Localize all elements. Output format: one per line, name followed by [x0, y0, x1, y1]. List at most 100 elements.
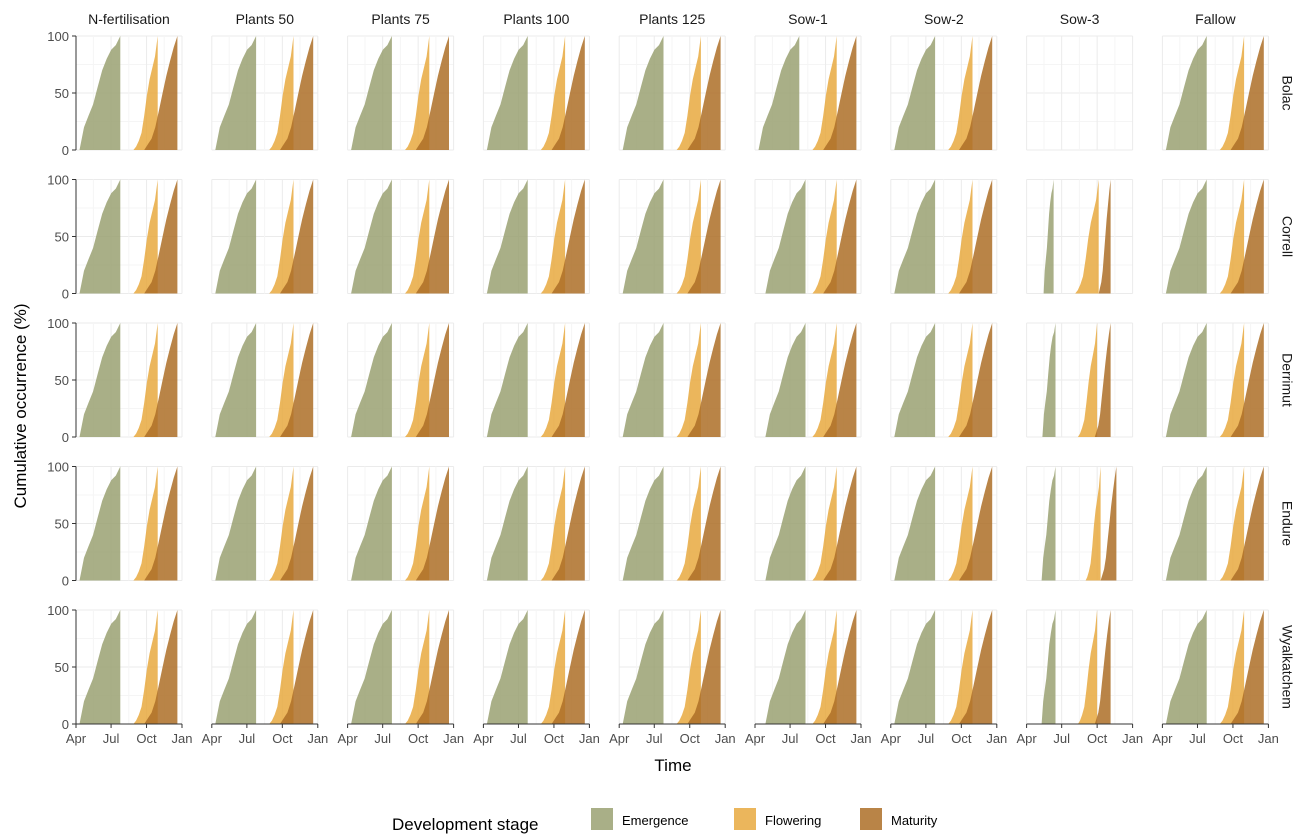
area-flowering [948, 36, 973, 150]
area-flowering [405, 610, 430, 724]
area-flowering [133, 179, 158, 294]
x-tick-label: Oct [136, 731, 157, 746]
y-tick-label: 50 [55, 230, 69, 245]
area-maturity [1230, 610, 1264, 724]
y-tick-label: 50 [55, 660, 69, 675]
area-flowering [405, 36, 430, 150]
area-emergence [79, 323, 121, 437]
area-flowering [812, 610, 837, 724]
area-emergence [1165, 36, 1207, 150]
area-maturity [280, 179, 314, 294]
column-strip-label: N-fertilisation [88, 11, 170, 27]
y-tick-label: 100 [47, 316, 69, 331]
x-tick-label: Oct [1087, 731, 1108, 746]
area-flowering [1075, 179, 1099, 294]
area-maturity [1230, 466, 1264, 581]
area-maturity [1230, 179, 1264, 294]
area-maturity [144, 323, 178, 437]
area-emergence [765, 323, 806, 437]
area-emergence [79, 179, 121, 294]
y-tick-label: 100 [47, 29, 69, 44]
legend-swatch-maturity [860, 808, 882, 830]
x-tick-label: Apr [745, 731, 766, 746]
area-maturity [144, 610, 178, 724]
x-tick-label: Oct [408, 731, 429, 746]
area-flowering [948, 610, 973, 724]
area-emergence [351, 610, 392, 724]
area-emergence [622, 179, 664, 294]
area-maturity [959, 323, 993, 437]
area-emergence [765, 610, 806, 724]
area-maturity [144, 36, 178, 150]
x-tick-label: Oct [544, 731, 565, 746]
panel-bolac-sow-1 [754, 35, 862, 151]
panel-wyalkatchem-n-fertilisation [75, 609, 183, 725]
column-strip-label: Fallow [1195, 11, 1236, 27]
x-tick-label: Jan [851, 731, 872, 746]
area-flowering [405, 466, 430, 581]
panel-wyalkatchem-plants-100 [482, 609, 590, 725]
area-emergence [765, 179, 806, 294]
x-tick-label: Jan [715, 731, 736, 746]
area-maturity [1230, 36, 1264, 150]
y-tick-label: 0 [62, 287, 69, 302]
area-flowering [1219, 36, 1245, 150]
area-emergence [79, 610, 121, 724]
area-flowering [812, 466, 837, 581]
area-emergence [1043, 179, 1054, 294]
y-tick-label: 0 [62, 430, 69, 445]
area-flowering [1077, 323, 1098, 437]
area-emergence [351, 179, 392, 294]
y-tick-label: 100 [47, 173, 69, 188]
area-maturity [959, 36, 993, 150]
panel-endure-sow-2 [890, 466, 998, 581]
panel-wyalkatchem-plants-75 [347, 609, 455, 725]
area-flowering [540, 179, 566, 294]
panel-correll-sow-3 [1026, 179, 1134, 294]
panel-endure-n-fertilisation [75, 466, 183, 581]
area-emergence [351, 36, 392, 150]
area-maturity [551, 323, 585, 437]
column-strip-label: Plants 125 [639, 11, 705, 27]
area-emergence [894, 36, 936, 150]
panel-correll-sow-1 [754, 179, 862, 294]
area-emergence [1165, 466, 1207, 581]
panel-derrimut-plants-125 [618, 322, 726, 438]
area-flowering [269, 610, 294, 724]
area-flowering [1219, 466, 1245, 581]
area-maturity [280, 36, 314, 150]
area-emergence [215, 36, 257, 150]
panel-wyalkatchem-plants-125 [618, 609, 726, 725]
panel-bolac-plants-100 [482, 35, 590, 151]
area-emergence [215, 610, 257, 724]
y-axis-title: Cumulative occurrence (%) [11, 303, 30, 508]
x-tick-label: Oct [680, 731, 701, 746]
area-emergence [79, 36, 121, 150]
area-maturity [823, 323, 857, 437]
y-tick-label: 0 [62, 143, 69, 158]
panel-derrimut-plants-50 [211, 322, 319, 438]
row-strip-label: Correll [1279, 216, 1295, 257]
area-emergence [351, 466, 392, 581]
panel-correll-plants-50 [211, 179, 319, 294]
area-maturity [687, 36, 721, 150]
x-tick-label: Apr [609, 731, 630, 746]
area-flowering [405, 323, 430, 437]
area-flowering [1077, 610, 1098, 724]
panel-correll-plants-125 [618, 179, 726, 294]
area-flowering [948, 323, 973, 437]
area-maturity [144, 179, 178, 294]
area-maturity [551, 36, 585, 150]
area-maturity [1230, 323, 1264, 437]
row-strip-label: Bolac [1279, 75, 1295, 110]
area-flowering [812, 323, 837, 437]
area-emergence [486, 610, 528, 724]
area-flowering [948, 466, 973, 581]
panel-endure-plants-75 [347, 466, 455, 581]
panel-bolac-sow-2 [890, 35, 998, 151]
x-tick-label: Oct [951, 731, 972, 746]
area-maturity [280, 466, 314, 581]
x-tick-label: Apr [66, 731, 87, 746]
area-maturity [1100, 466, 1117, 581]
